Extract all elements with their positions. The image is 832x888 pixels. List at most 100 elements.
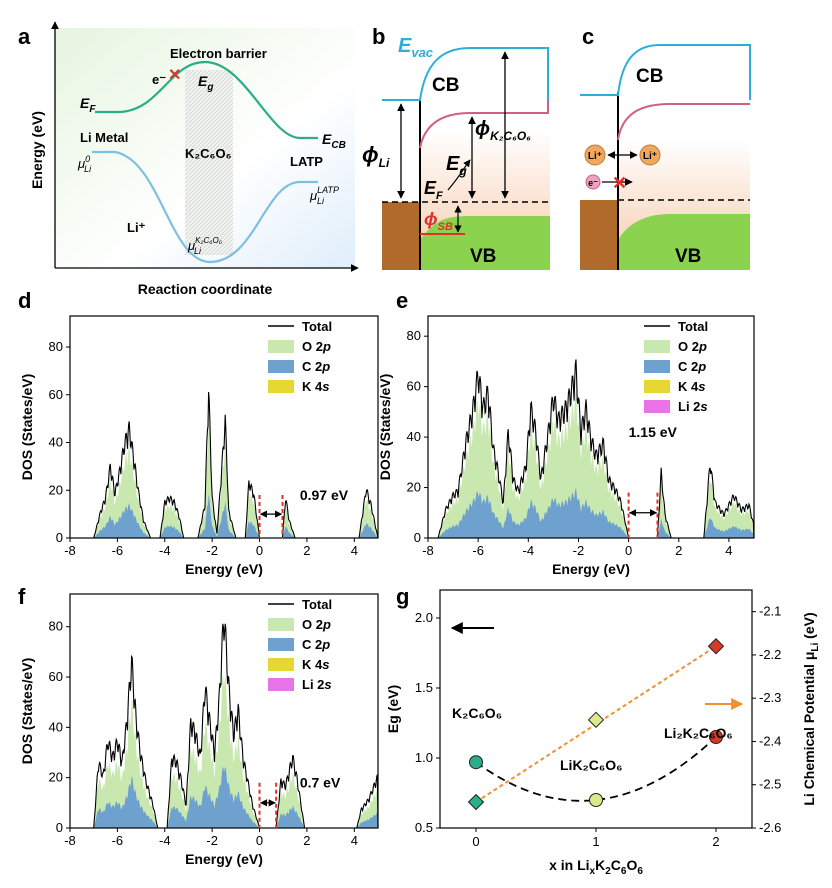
x-tick-label: -6 bbox=[112, 833, 124, 848]
y-tick-label: 60 bbox=[407, 379, 421, 394]
panel-c: c CB VB Li⁺ Li⁺ e⁻ ✕ bbox=[580, 24, 751, 270]
legend-swatch bbox=[268, 380, 294, 393]
electron-block-cross-c: ✕ bbox=[612, 173, 627, 193]
mu-point bbox=[467, 793, 485, 811]
electron-barrier-label: Electron barrier bbox=[170, 46, 267, 61]
y-tick-label: 1.5 bbox=[415, 680, 433, 695]
y-tick-label: 20 bbox=[49, 482, 63, 497]
ecb-label-a: ECB bbox=[322, 131, 346, 151]
y-tick-label: 0 bbox=[56, 530, 63, 545]
li-ion-left-ball bbox=[584, 144, 606, 166]
x-tick-label: -2 bbox=[206, 543, 218, 558]
y-axis-title: DOS (States/eV) bbox=[377, 374, 393, 481]
legend-swatch bbox=[644, 380, 670, 393]
panel-label-b: b bbox=[372, 24, 385, 49]
plot-frame bbox=[69, 315, 379, 539]
eg-point bbox=[709, 730, 723, 744]
panel-label-c: c bbox=[582, 24, 594, 49]
o2p-area bbox=[70, 674, 378, 828]
panel-label-g: g bbox=[396, 584, 409, 609]
x-tick-label: -2 bbox=[206, 833, 218, 848]
electron-label: e⁻ bbox=[152, 72, 166, 87]
y-axis-title: DOS (States/eV) bbox=[19, 658, 35, 765]
y-tick-label: 0 bbox=[414, 530, 421, 545]
eg-point bbox=[589, 793, 603, 807]
legend-total-label: Total bbox=[678, 319, 708, 334]
x-tick-label: 0 bbox=[256, 833, 263, 848]
x-tick-label: -8 bbox=[64, 543, 76, 558]
legend-label: O 2p bbox=[678, 339, 707, 354]
o2p-area bbox=[428, 389, 754, 538]
x-tick-label: -2 bbox=[573, 543, 585, 558]
panel-c-fermi-curve bbox=[617, 103, 750, 141]
legend-swatch bbox=[268, 638, 294, 651]
c2p-area bbox=[70, 766, 378, 828]
electron-blocked-cross: ✕ bbox=[168, 67, 181, 84]
y2-tick-label: -2.1 bbox=[759, 604, 781, 619]
eg-label-a: Eg bbox=[198, 73, 213, 93]
panel-a-xlabel: Reaction coordinate bbox=[138, 281, 273, 297]
y-tick-label: 0.5 bbox=[415, 820, 433, 835]
evac-label: Evac bbox=[398, 35, 434, 60]
panel-b: b Evac CB VB ϕLi ϕK₂C₆O₆ Eg EF ϕSB bbox=[362, 24, 550, 270]
li-ion-label-a: Li⁺ bbox=[127, 220, 146, 235]
k2c6o6-label: K₂C₆O₆ bbox=[452, 705, 502, 721]
y-tick-label: 80 bbox=[407, 328, 421, 343]
panel-c-cb-edge bbox=[580, 44, 751, 100]
x-tick-label: 4 bbox=[725, 543, 732, 558]
y2-tick-label: -2.3 bbox=[759, 690, 781, 705]
c2p-area bbox=[428, 488, 754, 538]
mu-point bbox=[707, 638, 725, 655]
y-tick-label: 0 bbox=[56, 820, 63, 835]
cb-label-c: CB bbox=[636, 66, 663, 87]
y-tick-label: 20 bbox=[407, 480, 421, 495]
ef-label-a: EF bbox=[80, 95, 96, 115]
electron-energy-curve bbox=[95, 60, 318, 140]
x-tick-label: 0 bbox=[472, 834, 479, 849]
y2-tick-label: -2.4 bbox=[759, 733, 781, 748]
legend-swatch bbox=[268, 658, 294, 671]
legend-swatch bbox=[268, 618, 294, 631]
y2-axis-title: Li Chemical Potential μLi (eV) bbox=[801, 612, 821, 805]
eg-trend-line bbox=[475, 736, 717, 802]
x-axis-title: Energy (eV) bbox=[552, 561, 630, 577]
y-tick-label: 80 bbox=[49, 619, 63, 634]
x-tick-label: 4 bbox=[351, 543, 358, 558]
y-tick-label: 2.0 bbox=[415, 610, 433, 625]
mu-li0-label: μ0 Li bbox=[77, 154, 92, 174]
panel-g: g 0 1 2 0.5 1.0 1.5 2.0 -2.6 -2.5 -2.4 -2.3 -2.2 -2.… bbox=[385, 584, 821, 877]
panel-c-vb-region bbox=[618, 214, 750, 270]
legend-label: O 2p bbox=[302, 339, 331, 354]
panel-c-li-metal-block bbox=[580, 200, 618, 270]
legend-swatch bbox=[268, 340, 294, 353]
panel-label-f: f bbox=[18, 584, 26, 609]
x-tick-label: -4 bbox=[159, 833, 171, 848]
plot-frame bbox=[427, 315, 755, 539]
phi-sb-label: ϕSB bbox=[424, 209, 453, 233]
x-tick-label: -8 bbox=[64, 833, 76, 848]
panel-label-e: e bbox=[396, 288, 408, 313]
vb-label-c: VB bbox=[675, 246, 701, 267]
legend-swatch bbox=[644, 340, 670, 353]
plot-frame bbox=[69, 593, 379, 829]
x-tick-label: -6 bbox=[472, 543, 484, 558]
legend-label: C 2p bbox=[302, 637, 330, 652]
x-tick-label: 4 bbox=[351, 833, 358, 848]
y-tick-label: 60 bbox=[49, 669, 63, 684]
li-ion-left-label: Li⁺ bbox=[588, 151, 602, 162]
k2c6o6-label-a: K₂C₆O₆ bbox=[185, 146, 232, 161]
panel-a-ylabel: Energy (eV) bbox=[29, 111, 45, 189]
legend-label: K 4s bbox=[302, 379, 329, 394]
x-tick-label: -8 bbox=[422, 543, 434, 558]
x-tick-label: 1 bbox=[592, 834, 599, 849]
legend-label: Li 2s bbox=[678, 399, 708, 414]
k2c6o6-hatched-region bbox=[185, 70, 233, 255]
phi-k-label: ϕK₂C₆O₆ bbox=[475, 118, 531, 143]
c2p-area bbox=[70, 494, 378, 538]
li2k2c6o6-label: Li₂K₂C₆O₆ bbox=[664, 725, 733, 741]
panel-a: a Energy (eV) Reaction coordinate Electr… bbox=[18, 21, 359, 297]
y-tick-label: 60 bbox=[49, 387, 63, 402]
legend-swatch bbox=[644, 360, 670, 373]
